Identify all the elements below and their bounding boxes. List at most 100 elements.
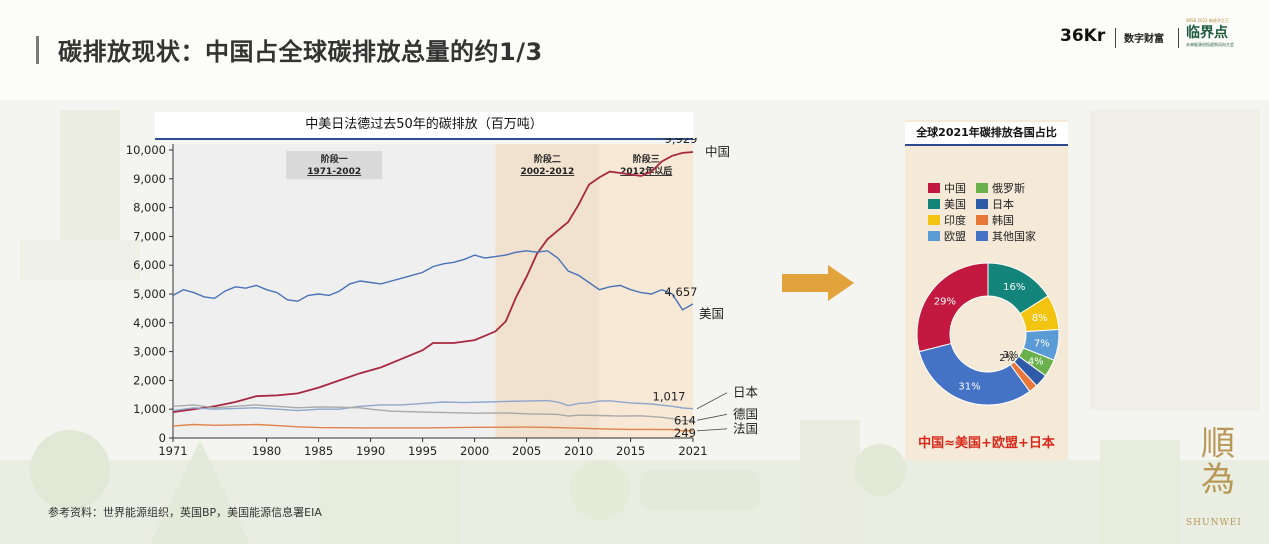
donut-slice-label: 7% <box>1034 339 1050 350</box>
legend-item: 其他国家 <box>976 230 1036 244</box>
logo-linjiedian-subtitle: 未来能源创投趋势风向大会 <box>1186 42 1234 47</box>
legend-label: 日本 <box>992 198 1014 211</box>
arrow-right-icon <box>782 265 854 301</box>
slide-title: 碳排放现状：中国占全球碳排放总量的约1/3 <box>58 38 543 66</box>
legend-item: 韩国 <box>976 214 1014 228</box>
x-tick-label: 1971 <box>158 444 187 458</box>
logo-shuzicaifu: 数字财富 <box>1124 34 1164 45</box>
series-leader-line <box>696 413 728 421</box>
series-leader-line <box>696 392 728 410</box>
donut-slice-中国 <box>916 262 989 353</box>
stage-range: 2012年以后 <box>620 165 672 177</box>
logo-36kr: 36Kr <box>1060 26 1106 46</box>
series-name-label: 中国 <box>705 144 730 159</box>
legend-item: 日本 <box>976 198 1014 212</box>
series-end-value: 4,657 <box>665 285 698 299</box>
donut-slice-label: 16% <box>1003 282 1025 293</box>
series-line-法国 <box>172 423 693 432</box>
x-tick-label: 1980 <box>252 444 281 458</box>
x-tick-label: 1985 <box>304 444 333 458</box>
legend-item: 美国 <box>928 198 966 212</box>
legend-item: 俄罗斯 <box>976 182 1025 196</box>
stage-band <box>599 144 693 438</box>
y-tick-label: 3,000 <box>133 345 166 359</box>
stage-range: 1971-2002 <box>307 167 361 177</box>
series-end-value: 614 <box>674 413 696 427</box>
shunwei-logo: 順為 <box>1201 424 1235 500</box>
y-tick-label: 1,000 <box>133 402 166 416</box>
title-accent-bar <box>36 36 39 64</box>
legend-swatch <box>928 183 940 193</box>
source-note: 参考资料：世界能源组织，英国BP，美国能源信息署EIA <box>48 506 322 519</box>
legend-swatch <box>976 231 988 241</box>
donut-slice-label: 3% <box>1003 350 1019 361</box>
stage-name: 阶段三 <box>633 153 660 165</box>
legend-swatch <box>928 215 940 225</box>
line-chart-title: 中美日法德过去50年的碳排放（百万吨） <box>155 112 693 140</box>
x-tick-label: 2000 <box>460 444 489 458</box>
legend-swatch <box>928 199 940 209</box>
legend-swatch <box>976 183 988 193</box>
pie-chart-title: 全球2021年碳排放各国占比 <box>905 122 1068 146</box>
legend-item: 欧盟 <box>928 230 966 244</box>
y-tick-label: 0 <box>159 431 166 445</box>
x-tick-label: 2021 <box>678 444 707 458</box>
x-tick-label: 2015 <box>616 444 645 458</box>
logo-divider <box>1115 28 1116 48</box>
stage-band <box>173 144 496 438</box>
legend-label: 中国 <box>944 182 966 195</box>
series-name-label: 德国 <box>733 406 758 421</box>
series-end-value: 9,929 <box>665 138 698 146</box>
legend-item: 印度 <box>928 214 966 228</box>
series-name-label: 日本 <box>733 385 758 400</box>
series-line-美国 <box>172 250 694 311</box>
logo-divider <box>1178 28 1179 48</box>
legend-swatch <box>976 215 988 225</box>
stage-range: 2002-2012 <box>520 167 574 177</box>
x-tick-label: 2005 <box>512 444 541 458</box>
donut-slice-label: 8% <box>1032 313 1048 324</box>
legend-swatch <box>976 199 988 209</box>
series-line-中国 <box>172 151 694 413</box>
x-tick-label: 1990 <box>356 444 385 458</box>
series-name-label: 法国 <box>733 421 758 436</box>
y-tick-label: 9,000 <box>133 172 166 186</box>
legend-label: 其他国家 <box>992 230 1036 243</box>
logo-linjiedian: 临界点 <box>1186 25 1228 41</box>
stage-name: 阶段一 <box>321 153 348 165</box>
x-tick-label: 1995 <box>408 444 437 458</box>
legend-label: 印度 <box>944 214 966 227</box>
series-end-value: 249 <box>674 426 696 440</box>
donut-slice-label: 31% <box>958 381 980 392</box>
y-tick-label: 10,000 <box>126 143 166 157</box>
x-tick-label: 2010 <box>564 444 593 458</box>
series-name-label: 美国 <box>699 306 724 321</box>
series-line-日本 <box>172 399 694 412</box>
legend-label: 俄罗斯 <box>992 182 1025 195</box>
donut-slice-label: 4% <box>1028 356 1044 367</box>
donut-slice-其他国家 <box>918 342 1031 406</box>
pie-note: 中国≈美国+欧盟+日本 <box>918 436 1055 451</box>
logo-linjiedian-tagline: WISE 2022 新经济之王 <box>1186 18 1229 23</box>
legend-swatch <box>928 231 940 241</box>
series-line-德国 <box>172 404 694 422</box>
y-tick-label: 7,000 <box>133 229 166 243</box>
y-tick-label: 5,000 <box>133 287 166 301</box>
legend-label: 韩国 <box>992 214 1014 227</box>
y-tick-label: 8,000 <box>133 201 166 215</box>
y-tick-label: 6,000 <box>133 258 166 272</box>
stage-name: 阶段二 <box>534 153 561 165</box>
sponsor-logos: 36Kr 数字财富 WISE 2022 新经济之王 临界点 未来能源创投趋势风向… <box>1060 18 1245 56</box>
stage-label-box <box>286 151 383 179</box>
series-leader-line <box>696 428 728 432</box>
y-tick-label: 2,000 <box>133 373 166 387</box>
legend-label: 美国 <box>944 198 966 211</box>
donut-slice-label: 29% <box>934 297 956 308</box>
donut-slice-label: 2% <box>999 353 1015 364</box>
legend-label: 欧盟 <box>944 230 966 243</box>
stage-band <box>495 144 600 438</box>
emissions-donut-chart: 16% 8% 7% 4% 3%2% 31% 29% <box>916 262 1060 406</box>
series-end-value: 1,017 <box>653 390 686 404</box>
legend-item: 中国 <box>928 182 966 196</box>
